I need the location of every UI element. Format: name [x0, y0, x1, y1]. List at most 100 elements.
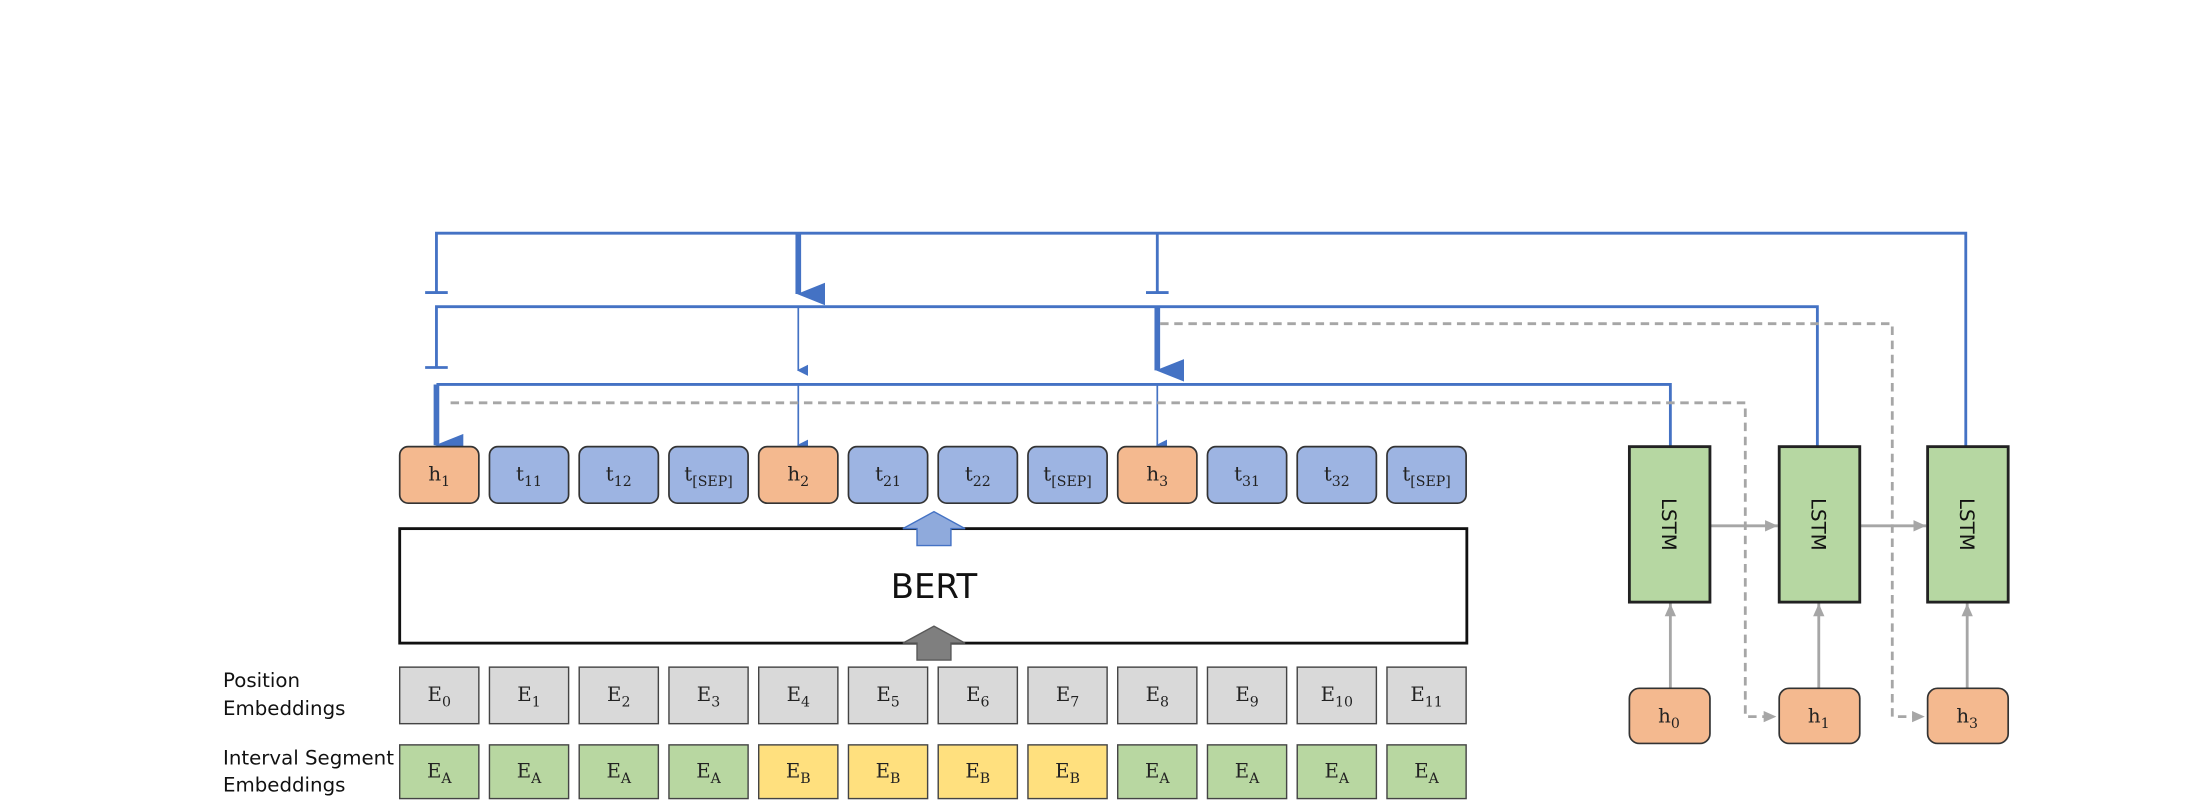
label-base: t: [875, 463, 883, 486]
position-box: [758, 666, 839, 725]
label-sub: 21: [883, 474, 901, 490]
token-box: [488, 445, 570, 505]
label-base: t: [516, 463, 524, 486]
position-box: [488, 666, 570, 725]
label-base: E: [1145, 759, 1159, 782]
hidden-state-box: [1778, 687, 1861, 745]
lstm-box: [1627, 445, 1712, 604]
label-base: E: [1235, 683, 1249, 706]
label-base: E: [696, 759, 710, 782]
label-sub: 7: [1070, 695, 1079, 711]
box-label: t[SEP]: [1402, 463, 1450, 491]
label-sub: A: [530, 771, 542, 787]
label-base: t: [1234, 463, 1242, 486]
label-sub: B: [980, 771, 990, 787]
token-box: [398, 445, 480, 505]
box-label: t32: [1324, 463, 1350, 491]
label-sub: A: [1428, 771, 1440, 787]
connector: [436, 383, 1672, 447]
label-sub: 5: [891, 695, 900, 711]
box-label: E11: [1410, 683, 1442, 711]
label-base: t: [1402, 463, 1410, 486]
token-box: [1027, 445, 1108, 505]
lstm-label: LSTM: [1657, 498, 1680, 551]
bert-label: BERT: [891, 567, 978, 606]
label-sub: [SEP]: [692, 474, 733, 490]
label-sub: A: [710, 771, 722, 787]
box-label: t11: [516, 463, 542, 491]
label-base: E: [517, 759, 531, 782]
label-sub: A: [1248, 771, 1260, 787]
segment-box: [937, 744, 1019, 800]
label-base: E: [965, 759, 979, 782]
position-box: [937, 666, 1019, 725]
label-sub: 12: [614, 474, 632, 490]
box-label: EA: [1145, 759, 1170, 787]
box-label: t12: [606, 463, 632, 491]
label-sub: 11: [524, 474, 542, 490]
label-sub: B: [1070, 771, 1080, 787]
label-base: E: [607, 683, 621, 706]
box-label: h3: [1146, 463, 1168, 491]
box-label: E1: [517, 683, 540, 711]
box-label: EA: [427, 759, 452, 787]
label-base: h: [787, 463, 800, 486]
label-sub: 6: [981, 695, 990, 711]
label-base: t: [684, 463, 692, 486]
box-label: h3: [1956, 704, 1978, 732]
label-sub: 3: [1969, 716, 1978, 732]
box-label: E3: [697, 683, 720, 711]
label-sub: 10: [1335, 695, 1353, 711]
label-base: E: [966, 683, 980, 706]
box-label: EA: [1324, 759, 1349, 787]
segment-box: [758, 744, 839, 800]
position-box: [1386, 666, 1467, 725]
segment-box: [1117, 744, 1198, 800]
segment-box: [398, 744, 480, 800]
box-label: EA: [1414, 759, 1439, 787]
label-sub: 2: [800, 474, 809, 490]
label-base: h: [1658, 704, 1671, 727]
label-base: h: [1808, 704, 1821, 727]
label-base: E: [1414, 759, 1428, 782]
label-base: h: [428, 463, 441, 486]
label-base: E: [517, 683, 531, 706]
hidden-state-box: [1628, 687, 1711, 745]
box-label: t21: [875, 463, 901, 491]
box-label: t22: [965, 463, 991, 491]
position-box: [1206, 666, 1288, 725]
segment-box: [1386, 744, 1467, 800]
box-label: E4: [787, 683, 810, 711]
position-box: [398, 666, 480, 725]
label-base: E: [428, 683, 442, 706]
label-base: E: [1321, 683, 1335, 706]
box-label: E2: [607, 683, 630, 711]
label-base: E: [1056, 683, 1070, 706]
box-label: EB: [786, 759, 811, 787]
position-box: [1117, 666, 1198, 725]
position-box: [1296, 666, 1378, 725]
label-base: E: [876, 683, 890, 706]
up-arrow: [902, 510, 966, 547]
label-base: E: [1055, 759, 1069, 782]
box-label: t[SEP]: [684, 463, 732, 491]
label-base: E: [697, 683, 711, 706]
label-sub: A: [620, 771, 632, 787]
token-box: [1386, 445, 1467, 505]
box-label: t31: [1234, 463, 1260, 491]
token-box: [937, 445, 1019, 505]
label-sub: 11: [1425, 695, 1443, 711]
label-sub: B: [800, 771, 810, 787]
label-sub: 31: [1242, 474, 1260, 490]
box-label: EA: [517, 759, 542, 787]
token-box: [757, 445, 839, 505]
label-base: E: [427, 759, 441, 782]
token-box: [1116, 445, 1198, 505]
label-base: E: [606, 759, 620, 782]
box-label: EB: [965, 759, 990, 787]
label-sub: 22: [973, 474, 991, 490]
label-sub: 32: [1332, 474, 1350, 490]
box-label: EB: [876, 759, 901, 787]
